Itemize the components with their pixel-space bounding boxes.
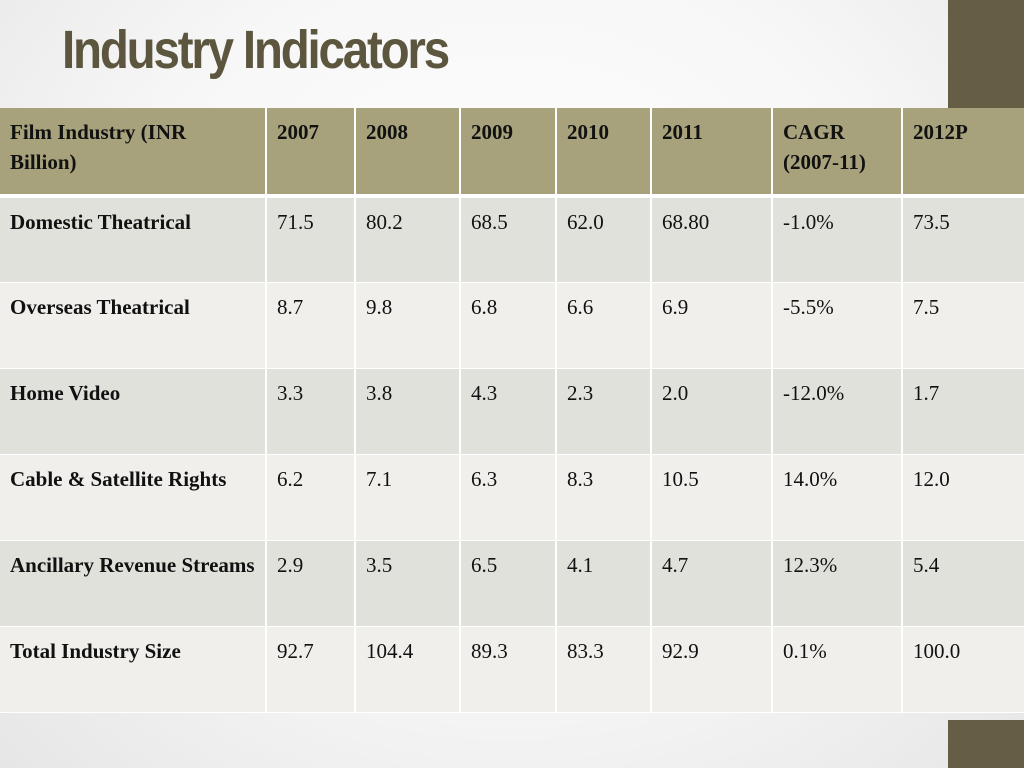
header-cell-2012p: 2012P bbox=[901, 108, 1024, 198]
table-row: Total Industry Size 92.7 104.4 89.3 83.3… bbox=[0, 626, 1024, 713]
table-cell: 8.3 bbox=[555, 454, 652, 541]
row-label: Cable & Satellite Rights bbox=[0, 454, 267, 541]
table-cell: 4.1 bbox=[555, 540, 652, 627]
table-cell: 14.0% bbox=[771, 454, 903, 541]
header-cell-2008: 2008 bbox=[354, 108, 461, 198]
row-label: Home Video bbox=[0, 368, 267, 455]
table-cell: 92.9 bbox=[650, 626, 773, 713]
industry-table: Film Industry (INR Billion) 2007 2008 20… bbox=[0, 108, 1024, 713]
table-row: Overseas Theatrical 8.7 9.8 6.8 6.6 6.9 … bbox=[0, 282, 1024, 369]
row-label: Total Industry Size bbox=[0, 626, 267, 713]
table-cell: 4.3 bbox=[459, 368, 557, 455]
table-cell: 68.5 bbox=[459, 196, 557, 283]
table-row: Home Video 3.3 3.8 4.3 2.3 2.0 -12.0% 1.… bbox=[0, 368, 1024, 455]
table-cell: -1.0% bbox=[771, 196, 903, 283]
table-cell: 12.3% bbox=[771, 540, 903, 627]
table-cell: 8.7 bbox=[265, 282, 356, 369]
table-cell: 9.8 bbox=[354, 282, 461, 369]
table-cell: 2.0 bbox=[650, 368, 773, 455]
header-cell-cagr: CAGR (2007-11) bbox=[771, 108, 903, 198]
slide-title: Industry Indicators bbox=[62, 20, 450, 80]
row-label: Overseas Theatrical bbox=[0, 282, 267, 369]
table-cell: 1.7 bbox=[901, 368, 1024, 455]
accent-bar-bottom bbox=[948, 720, 1024, 768]
table-cell: 6.5 bbox=[459, 540, 557, 627]
table-cell: 6.9 bbox=[650, 282, 773, 369]
table-cell: 3.8 bbox=[354, 368, 461, 455]
table-cell: 2.9 bbox=[265, 540, 356, 627]
table-cell: 73.5 bbox=[901, 196, 1024, 283]
table-cell: 5.4 bbox=[901, 540, 1024, 627]
table-cell: 80.2 bbox=[354, 196, 461, 283]
table-cell: 2.3 bbox=[555, 368, 652, 455]
table-cell: 83.3 bbox=[555, 626, 652, 713]
table-cell: 12.0 bbox=[901, 454, 1024, 541]
table-row: Cable & Satellite Rights 6.2 7.1 6.3 8.3… bbox=[0, 454, 1024, 541]
accent-bar-top bbox=[948, 0, 1024, 108]
table-cell: 100.0 bbox=[901, 626, 1024, 713]
header-cell-2009: 2009 bbox=[459, 108, 557, 198]
row-label: Ancillary Revenue Streams bbox=[0, 540, 267, 627]
table-cell: 10.5 bbox=[650, 454, 773, 541]
table-row: Ancillary Revenue Streams 2.9 3.5 6.5 4.… bbox=[0, 540, 1024, 627]
table-cell: 6.6 bbox=[555, 282, 652, 369]
table-cell: 3.3 bbox=[265, 368, 356, 455]
table-cell: -12.0% bbox=[771, 368, 903, 455]
table-cell: 7.5 bbox=[901, 282, 1024, 369]
header-cell-label: Film Industry (INR Billion) bbox=[0, 108, 267, 198]
table-header-row: Film Industry (INR Billion) 2007 2008 20… bbox=[0, 108, 1024, 198]
table-cell: 6.3 bbox=[459, 454, 557, 541]
table-cell: 62.0 bbox=[555, 196, 652, 283]
table-cell: 7.1 bbox=[354, 454, 461, 541]
row-label: Domestic Theatrical bbox=[0, 196, 267, 283]
table-cell: 0.1% bbox=[771, 626, 903, 713]
table-cell: -5.5% bbox=[771, 282, 903, 369]
table-cell: 89.3 bbox=[459, 626, 557, 713]
header-cell-2010: 2010 bbox=[555, 108, 652, 198]
table-cell: 71.5 bbox=[265, 196, 356, 283]
table-cell: 92.7 bbox=[265, 626, 356, 713]
table-cell: 4.7 bbox=[650, 540, 773, 627]
table-cell: 3.5 bbox=[354, 540, 461, 627]
header-cell-2007: 2007 bbox=[265, 108, 356, 198]
table-row: Domestic Theatrical 71.5 80.2 68.5 62.0 … bbox=[0, 196, 1024, 283]
table-cell: 68.80 bbox=[650, 196, 773, 283]
header-cell-2011: 2011 bbox=[650, 108, 773, 198]
table-cell: 6.8 bbox=[459, 282, 557, 369]
table-cell: 104.4 bbox=[354, 626, 461, 713]
table-cell: 6.2 bbox=[265, 454, 356, 541]
